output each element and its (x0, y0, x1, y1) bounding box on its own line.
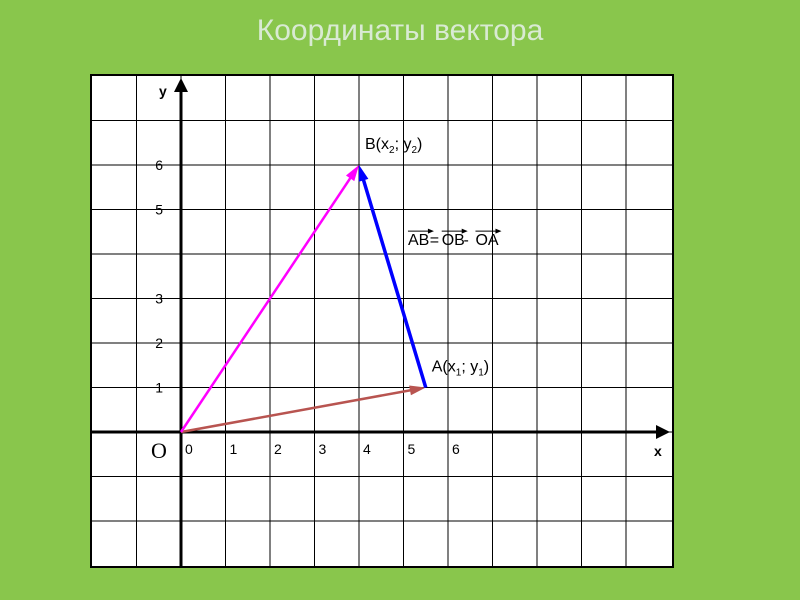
svg-text:=: = (430, 232, 439, 249)
y-tick-label: 3 (155, 291, 163, 307)
chart-container: x y O 0 1 2 3 4 5 6 1 2 3 5 6 B(x2; y2) A(x1; y1) AB=OB-O… (90, 74, 674, 568)
y-tick-label: 2 (155, 335, 163, 351)
vector-chart: x y O 0 1 2 3 4 5 6 1 2 3 5 6 B(x2; y2) A(x1; y1) AB=OB-O… (92, 76, 672, 566)
x-tick-label: 3 (319, 441, 327, 457)
x-tick-label: 6 (452, 441, 460, 457)
axis-ticks: 0 1 2 3 4 5 6 1 2 3 5 6 (155, 157, 460, 457)
point-label-B: B(x2; y2) (365, 136, 422, 156)
vector-OA (181, 385, 426, 432)
x-axis-label: x (654, 443, 662, 459)
x-tick-label: 4 (363, 441, 371, 457)
y-axis-label: y (159, 83, 167, 99)
y-tick-label: 5 (155, 202, 163, 218)
vector-formula: AB=OB-OA (408, 229, 502, 250)
svg-text:AB: AB (408, 232, 429, 249)
point-label-A: A(x1; y1) (432, 359, 489, 379)
y-tick-label: 1 (155, 380, 163, 396)
origin-label: O (151, 438, 167, 463)
vector-AB (359, 165, 426, 388)
x-tick-label: 0 (185, 441, 193, 457)
svg-text:OB: OB (442, 232, 465, 249)
page-title: Координаты вектора (0, 14, 800, 48)
x-tick-label: 5 (408, 441, 416, 457)
y-tick-label: 6 (155, 157, 163, 173)
x-tick-label: 1 (230, 441, 238, 457)
x-tick-label: 2 (274, 441, 282, 457)
svg-text:OA: OA (475, 232, 498, 249)
svg-text:-: - (464, 232, 469, 249)
